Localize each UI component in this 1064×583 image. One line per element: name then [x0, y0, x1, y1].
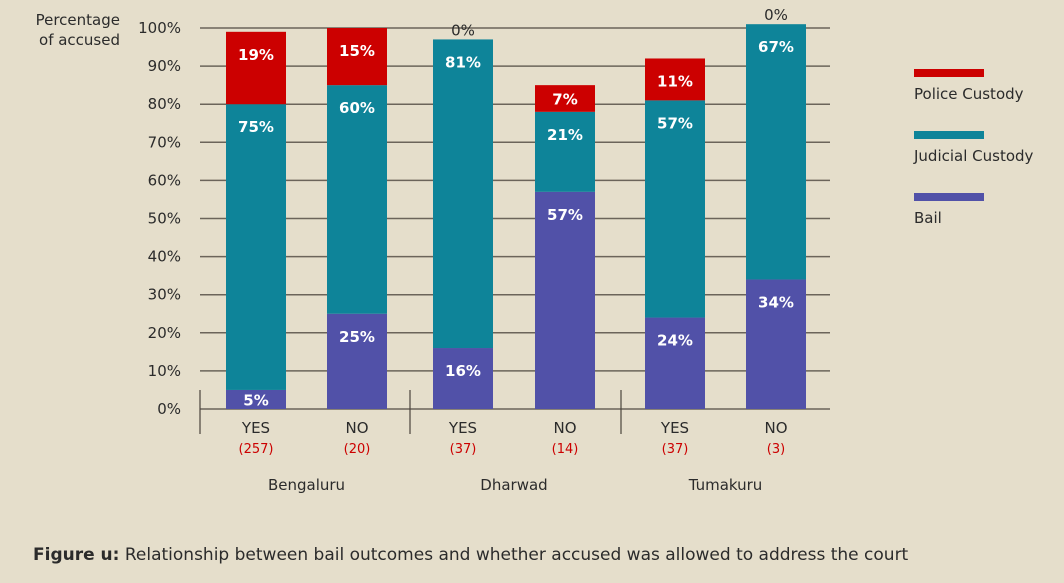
data-label: 57% — [657, 114, 693, 132]
y-tick-label: 80% — [148, 95, 181, 113]
y-tick-label: 0% — [157, 400, 181, 418]
data-label: 15% — [339, 42, 375, 60]
y-tick-label: 50% — [148, 210, 181, 228]
bar-segment-bail — [226, 389, 286, 409]
x-tick-label: YES — [448, 419, 477, 437]
legend-item: Police Custody — [914, 69, 1024, 103]
figure-caption: Figure u: Relationship between bail outc… — [33, 545, 908, 565]
bar-segment-judicial-custody — [535, 111, 595, 192]
bar-segment-police-custody — [226, 31, 286, 105]
legend-swatch — [914, 69, 984, 77]
sample-count: (37) — [662, 442, 689, 457]
x-tick-label: NO — [764, 419, 787, 437]
data-label: 57% — [547, 206, 583, 224]
y-tick-label: 20% — [148, 324, 181, 342]
sample-count: (3) — [767, 442, 785, 457]
y-tick-label: 10% — [148, 362, 181, 380]
bar-segment-judicial-custody — [746, 24, 806, 280]
bar-segment-bail — [746, 279, 806, 409]
legend-item: Bail — [914, 193, 984, 227]
bar-segment-bail — [645, 317, 705, 409]
x-tick-label: NO — [553, 419, 576, 437]
y-tick-label: 30% — [148, 286, 181, 304]
sample-count: (14) — [552, 442, 579, 457]
bar-segment-bail — [433, 348, 493, 409]
data-label: 7% — [552, 90, 577, 108]
data-label: 25% — [339, 328, 375, 346]
data-label: 81% — [445, 53, 481, 71]
data-label: 21% — [547, 126, 583, 144]
data-label: 11% — [657, 72, 693, 90]
y-tick-label: 40% — [148, 248, 181, 266]
sample-count: (257) — [239, 442, 274, 457]
legend-label: Police Custody — [914, 85, 1024, 103]
bar-segment-bail — [327, 313, 387, 409]
legend-swatch — [914, 193, 984, 201]
legend-label: Judicial Custody — [914, 147, 1034, 165]
sample-count: (20) — [344, 442, 371, 457]
bar-segment-judicial-custody — [645, 100, 705, 318]
data-label: 24% — [657, 332, 693, 350]
group-label: Bengaluru — [268, 476, 345, 494]
legend-swatch — [914, 131, 984, 139]
data-label: 34% — [758, 293, 794, 311]
x-tick-label: YES — [660, 419, 689, 437]
y-tick-label: 90% — [148, 57, 181, 75]
data-label: 0% — [764, 6, 788, 24]
x-tick-label: NO — [345, 419, 368, 437]
data-label: 75% — [238, 118, 274, 136]
bar-segment-judicial-custody — [226, 104, 286, 390]
y-tick-label: 70% — [148, 133, 181, 151]
data-label: 16% — [445, 362, 481, 380]
data-label: 60% — [339, 99, 375, 117]
data-label: 67% — [758, 38, 794, 56]
legend-item: Judicial Custody — [914, 131, 1033, 165]
bar-segment-police-custody — [535, 85, 595, 112]
x-tick-label: YES — [241, 419, 270, 437]
group-label: Tumakuru — [688, 476, 763, 494]
bar-segment-bail — [535, 191, 595, 409]
data-label: 19% — [238, 46, 274, 64]
bar-segment-police-custody — [645, 58, 705, 101]
bar-segment-police-custody — [327, 28, 387, 86]
y-tick-label: 60% — [148, 171, 181, 189]
y-axis-label: Percentage of accused — [35, 11, 120, 49]
legend-label: Bail — [914, 209, 942, 227]
sample-count: (37) — [450, 442, 477, 457]
data-label: 5% — [243, 391, 268, 409]
group-label: Dharwad — [480, 476, 547, 494]
data-label: 0% — [451, 21, 475, 39]
y-tick-label: 100% — [138, 19, 181, 37]
caption-label: Figure u: — [33, 545, 120, 565]
caption-text: Relationship between bail outcomes and w… — [119, 545, 909, 565]
bar-segment-judicial-custody — [327, 85, 387, 314]
bar-segment-judicial-custody — [433, 39, 493, 349]
